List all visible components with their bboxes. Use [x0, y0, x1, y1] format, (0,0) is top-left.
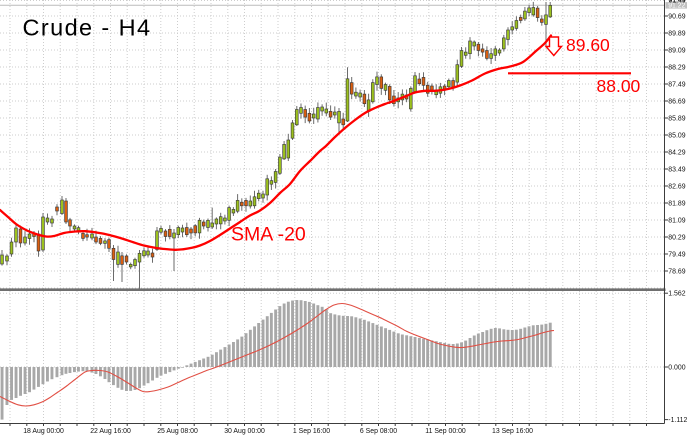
svg-text:83.49: 83.49: [668, 167, 685, 174]
svg-text:0.000: 0.000: [668, 365, 685, 372]
svg-text:91.49: 91.49: [669, 0, 686, 5]
svg-text:85.09: 85.09: [668, 133, 685, 140]
svg-text:79.49: 79.49: [668, 252, 685, 259]
svg-text:88.00: 88.00: [597, 76, 641, 96]
svg-text:81.89: 81.89: [668, 201, 685, 208]
svg-text:SMA -20: SMA -20: [231, 224, 306, 246]
svg-text:89.60: 89.60: [566, 35, 610, 55]
svg-text:25 Aug 08:00: 25 Aug 08:00: [157, 428, 198, 435]
svg-text:88.29: 88.29: [668, 65, 685, 72]
svg-text:91.22: 91.22: [668, 3, 685, 10]
svg-text:81.09: 81.09: [668, 218, 685, 225]
svg-text:78.69: 78.69: [668, 269, 685, 276]
svg-text:85.89: 85.89: [668, 116, 685, 123]
svg-text:18 Aug 00:00: 18 Aug 00:00: [23, 428, 64, 435]
svg-text:6 Sep 08:00: 6 Sep 08:00: [360, 428, 397, 435]
svg-text:-1.112: -1.112: [668, 417, 687, 424]
svg-text:91.49: 91.49: [668, 0, 685, 4]
svg-text:13 Sep 16:00: 13 Sep 16:00: [492, 428, 533, 435]
svg-text:87.49: 87.49: [668, 82, 685, 89]
svg-text:11 Sep 00:00: 11 Sep 00:00: [425, 428, 466, 435]
svg-text:89.09: 89.09: [668, 48, 685, 55]
svg-text:Crude - H4: Crude - H4: [23, 15, 152, 41]
svg-text:30 Aug 00:00: 30 Aug 00:00: [224, 428, 265, 435]
svg-text:84.29: 84.29: [668, 150, 685, 157]
svg-text:1 Sep 16:00: 1 Sep 16:00: [293, 428, 330, 435]
svg-text:82.69: 82.69: [668, 184, 685, 191]
svg-text:89.89: 89.89: [668, 31, 685, 38]
svg-text:80.29: 80.29: [668, 235, 685, 242]
svg-text:86.69: 86.69: [668, 99, 685, 106]
svg-text:1.562: 1.562: [668, 291, 685, 298]
svg-text:22 Aug 16:00: 22 Aug 16:00: [90, 428, 131, 435]
svg-text:90.69: 90.69: [668, 14, 685, 21]
